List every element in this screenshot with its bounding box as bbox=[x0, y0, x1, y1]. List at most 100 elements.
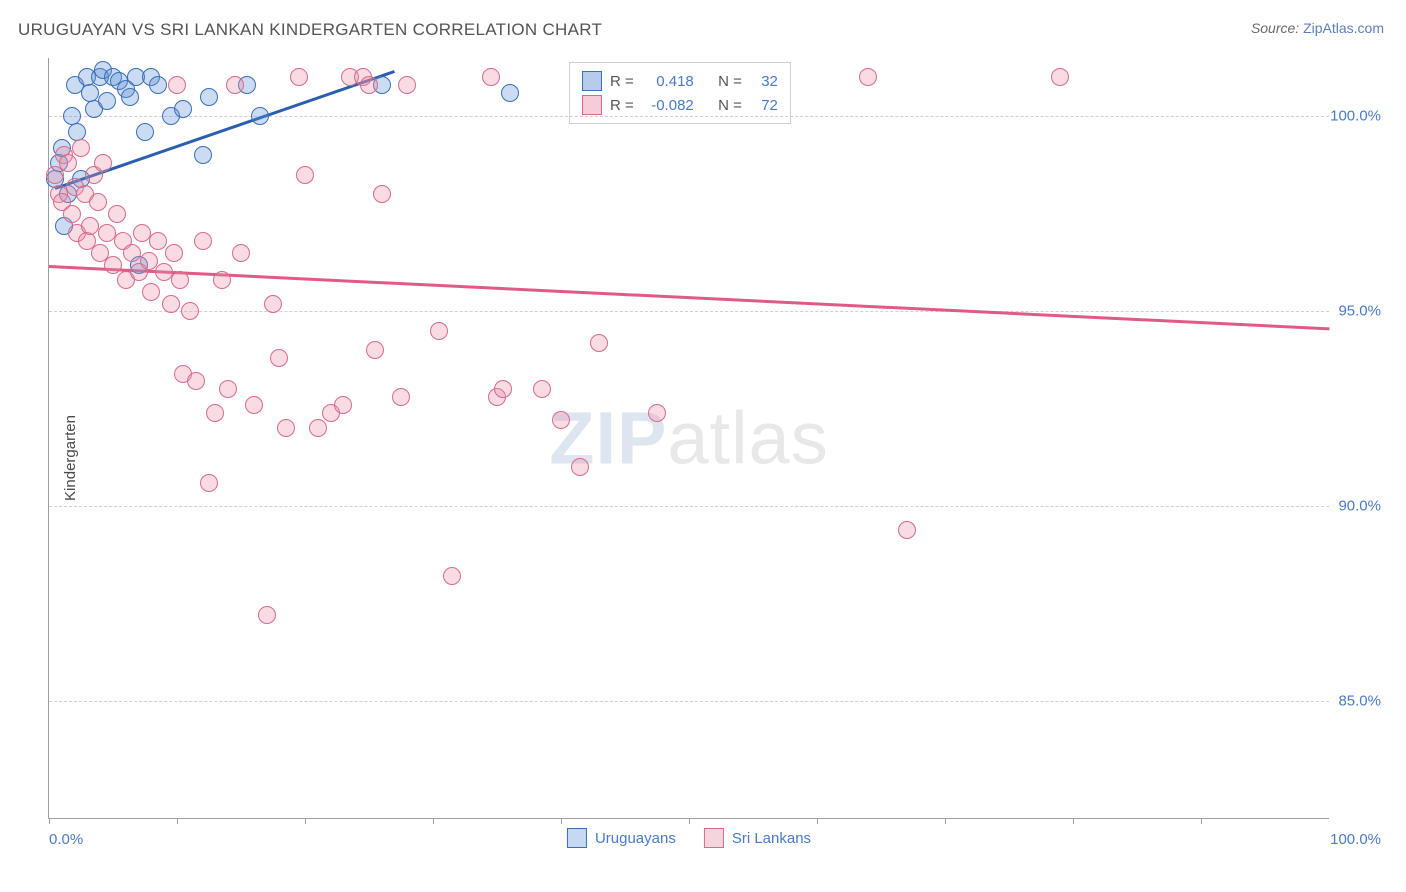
legend-n-value: 72 bbox=[750, 97, 778, 114]
scatter-point bbox=[171, 271, 189, 289]
x-tick bbox=[49, 818, 50, 824]
scatter-point bbox=[258, 606, 276, 624]
scatter-point bbox=[392, 388, 410, 406]
scatter-point bbox=[98, 92, 116, 110]
x-tick bbox=[945, 818, 946, 824]
scatter-point bbox=[142, 283, 160, 301]
scatter-point bbox=[245, 396, 263, 414]
gridline bbox=[49, 701, 1329, 702]
scatter-point bbox=[270, 349, 288, 367]
legend-swatch bbox=[567, 828, 587, 848]
correlation-legend: R = 0.418 N = 32 R = -0.082 N = 72 bbox=[569, 62, 791, 124]
x-axis-label-max: 100.0% bbox=[1330, 831, 1381, 848]
legend-swatch bbox=[582, 71, 602, 91]
source-attribution: Source: ZipAtlas.com bbox=[1251, 20, 1384, 36]
legend-row: R = 0.418 N = 32 bbox=[582, 69, 778, 93]
scatter-point bbox=[213, 271, 231, 289]
scatter-point bbox=[149, 232, 167, 250]
scatter-point bbox=[98, 224, 116, 242]
gridline bbox=[49, 116, 1329, 117]
scatter-point bbox=[162, 295, 180, 313]
legend-r-value: -0.082 bbox=[642, 97, 694, 114]
y-tick-label: 85.0% bbox=[1338, 693, 1381, 710]
legend-item: Uruguayans bbox=[567, 828, 676, 848]
scatter-point bbox=[264, 295, 282, 313]
scatter-point bbox=[104, 256, 122, 274]
y-tick-label: 95.0% bbox=[1338, 303, 1381, 320]
scatter-point bbox=[168, 76, 186, 94]
source-label: Source: bbox=[1251, 20, 1299, 36]
scatter-point bbox=[898, 521, 916, 539]
scatter-point bbox=[296, 166, 314, 184]
scatter-point bbox=[140, 252, 158, 270]
scatter-point bbox=[108, 205, 126, 223]
scatter-point bbox=[174, 100, 192, 118]
x-tick bbox=[433, 818, 434, 824]
scatter-point bbox=[443, 567, 461, 585]
scatter-point bbox=[251, 107, 269, 125]
x-tick bbox=[817, 818, 818, 824]
legend-n-value: 32 bbox=[750, 73, 778, 90]
scatter-point bbox=[360, 76, 378, 94]
scatter-point bbox=[81, 217, 99, 235]
scatter-point bbox=[494, 380, 512, 398]
scatter-point bbox=[648, 404, 666, 422]
scatter-point bbox=[72, 139, 90, 157]
x-axis-label-min: 0.0% bbox=[49, 831, 83, 848]
legend-n-label: N = bbox=[718, 97, 742, 114]
scatter-point bbox=[123, 244, 141, 262]
y-tick-label: 100.0% bbox=[1330, 108, 1381, 125]
scatter-point bbox=[181, 302, 199, 320]
legend-r-label: R = bbox=[610, 73, 634, 90]
scatter-point bbox=[398, 76, 416, 94]
scatter-point bbox=[309, 419, 327, 437]
scatter-point bbox=[94, 154, 112, 172]
legend-r-label: R = bbox=[610, 97, 634, 114]
scatter-point bbox=[63, 205, 81, 223]
series-legend: Uruguayans Sri Lankans bbox=[567, 828, 811, 848]
trendline bbox=[49, 265, 1329, 330]
source-value: ZipAtlas.com bbox=[1303, 20, 1384, 36]
scatter-point bbox=[552, 411, 570, 429]
legend-row: R = -0.082 N = 72 bbox=[582, 93, 778, 117]
scatter-point bbox=[232, 244, 250, 262]
scatter-point bbox=[482, 68, 500, 86]
scatter-point bbox=[373, 185, 391, 203]
scatter-point bbox=[187, 372, 205, 390]
legend-item: Sri Lankans bbox=[704, 828, 811, 848]
scatter-point bbox=[226, 76, 244, 94]
x-tick bbox=[177, 818, 178, 824]
scatter-point bbox=[277, 419, 295, 437]
scatter-point bbox=[533, 380, 551, 398]
scatter-point bbox=[206, 404, 224, 422]
x-tick bbox=[305, 818, 306, 824]
legend-n-label: N = bbox=[718, 73, 742, 90]
chart-container: Kindergarten ZIPatlas 0.0% 100.0% R =0.4… bbox=[48, 58, 1378, 818]
scatter-point bbox=[430, 322, 448, 340]
x-tick bbox=[689, 818, 690, 824]
scatter-point bbox=[571, 458, 589, 476]
scatter-point bbox=[194, 146, 212, 164]
plot-area: ZIPatlas 0.0% 100.0% R =0.418 N =32R =-0… bbox=[48, 58, 1329, 819]
scatter-point bbox=[136, 123, 154, 141]
legend-label: Uruguayans bbox=[595, 830, 676, 847]
x-tick bbox=[561, 818, 562, 824]
scatter-point bbox=[121, 88, 139, 106]
scatter-point bbox=[149, 76, 167, 94]
scatter-point bbox=[200, 474, 218, 492]
scatter-point bbox=[501, 84, 519, 102]
x-tick bbox=[1201, 818, 1202, 824]
scatter-point bbox=[89, 193, 107, 211]
watermark: ZIPatlas bbox=[549, 396, 828, 481]
legend-swatch bbox=[704, 828, 724, 848]
scatter-point bbox=[59, 154, 77, 172]
gridline bbox=[49, 311, 1329, 312]
scatter-point bbox=[165, 244, 183, 262]
x-tick bbox=[1073, 818, 1074, 824]
gridline bbox=[49, 506, 1329, 507]
scatter-point bbox=[200, 88, 218, 106]
scatter-point bbox=[366, 341, 384, 359]
watermark-atlas: atlas bbox=[667, 397, 828, 480]
legend-r-value: 0.418 bbox=[642, 73, 694, 90]
scatter-point bbox=[1051, 68, 1069, 86]
